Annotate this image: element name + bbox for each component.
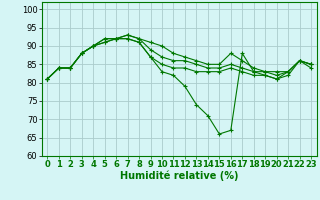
X-axis label: Humidité relative (%): Humidité relative (%) [120, 171, 238, 181]
